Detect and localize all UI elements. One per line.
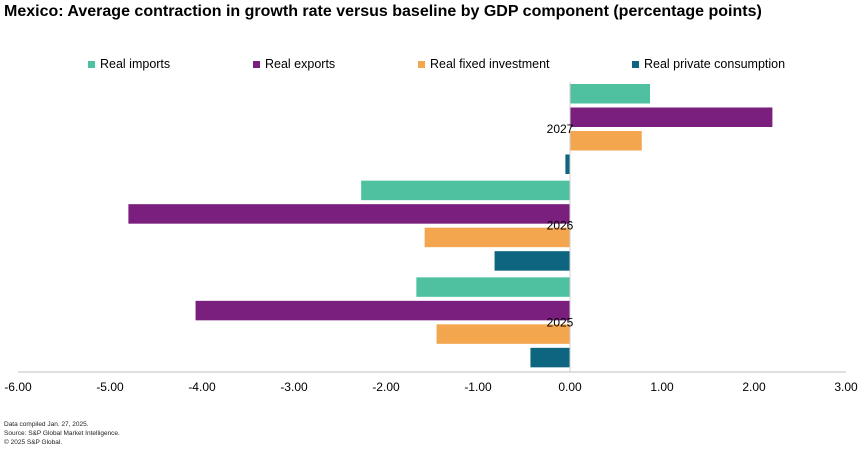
bar-real-fixed-investment-2025 — [436, 324, 570, 344]
bar-real-exports-2025 — [195, 300, 570, 321]
x-tick-label: -5.00 — [96, 380, 124, 394]
legend-item-real-exports: Real exports — [253, 57, 335, 71]
legend-label-real-private-consumption: Real private consumption — [644, 57, 786, 71]
footer-copyright: © 2025 S&P Global. — [4, 439, 63, 446]
legend-item-real-private-consumption: Real private consumption — [632, 57, 785, 71]
category-label-2026: 2026 — [547, 219, 574, 233]
x-tick-label: 1.00 — [650, 380, 674, 394]
bar-real-imports-2026 — [361, 180, 570, 201]
legend-swatch-real-fixed-investment — [418, 60, 425, 68]
category-labels: 2027 2026 2025 — [547, 122, 574, 329]
x-tick-label: -4.00 — [188, 380, 216, 394]
bar-real-imports-2027 — [570, 84, 651, 104]
legend-label-real-fixed-investment: Real fixed investment — [430, 57, 550, 71]
legend-item-real-imports: Real imports — [88, 57, 170, 71]
category-label-2025: 2025 — [547, 315, 574, 329]
x-tick-label: 0.00 — [558, 380, 582, 394]
legend-label-real-exports: Real exports — [265, 57, 336, 71]
bar-real-private-consumption-2027 — [565, 154, 570, 174]
bar-real-exports-2026 — [128, 204, 570, 224]
bar-real-fixed-investment-2026 — [424, 227, 570, 248]
x-tick-label: 3.00 — [834, 380, 858, 394]
legend-swatch-real-exports — [253, 60, 260, 68]
footer-date: Data compiled Jan. 27, 2025. — [4, 421, 89, 428]
footer-source: Source: S&P Global Market Intelligence. — [4, 430, 120, 437]
x-tick-label: 2.00 — [742, 380, 766, 394]
legend-item-real-fixed-investment: Real fixed investment — [418, 57, 550, 71]
bar-real-imports-2025 — [416, 277, 570, 297]
x-tick-label: -3.00 — [280, 380, 308, 394]
bars-layer — [128, 84, 773, 368]
category-label-2027: 2027 — [547, 122, 574, 136]
legend-swatch-real-private-consumption — [632, 60, 639, 68]
x-tick-label: -2.00 — [372, 380, 400, 394]
footer-notes: Data compiled Jan. 27, 2025. Source: S&P… — [4, 420, 120, 447]
bar-real-private-consumption-2025 — [530, 347, 570, 368]
x-tick-label: -6.00 — [4, 380, 32, 394]
legend-swatch-real-imports — [88, 60, 95, 68]
legend-label-real-imports: Real imports — [100, 57, 171, 71]
x-axis: -6.00 -5.00 -4.00 -3.00 -2.00 -1.00 0.00 1.00 2.… — [4, 82, 858, 394]
legend: Real imports Real exports Real fixed inv… — [0, 57, 865, 73]
bar-real-exports-2027 — [570, 107, 773, 127]
bar-real-private-consumption-2026 — [494, 251, 570, 271]
bar-real-fixed-investment-2027 — [570, 131, 642, 151]
chart-title: Mexico: Average contraction in growth ra… — [4, 3, 762, 20]
x-tick-label: -1.00 — [464, 380, 492, 394]
